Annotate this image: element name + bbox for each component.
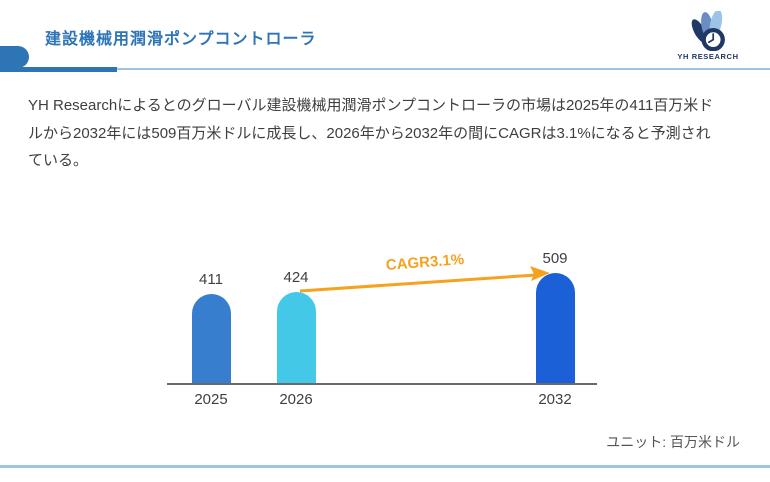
cagr-arrow-line <box>299 273 537 293</box>
bar-value-label: 411 <box>199 271 223 288</box>
header-accent-bar <box>0 67 117 72</box>
market-summary-paragraph: YH Researchによるとのグローバル建設機械用潤滑ポンプコントローラの市場… <box>28 92 758 175</box>
bar-2032 <box>535 273 575 384</box>
summary-line: YH Researchによるとのグローバル建設機械用潤滑ポンプコントローラの市場… <box>28 97 714 114</box>
axis-label-2026: 2026 <box>279 391 313 408</box>
header-accent-pill <box>0 46 29 68</box>
summary-line: ている。 <box>28 152 89 169</box>
cagr-arrow-head <box>530 266 550 281</box>
unit-label: ユニット: 百万米ドル <box>606 434 740 450</box>
bar-2026 <box>276 292 316 384</box>
bar-value-label: 424 <box>283 269 309 286</box>
axis-label-2025: 2025 <box>194 391 228 408</box>
logo-wordmark: YH RESEARCH <box>677 52 739 61</box>
bar-2025 <box>191 294 231 384</box>
cagr-growth-arrow-icon <box>299 266 550 293</box>
yh-research-logo: YH RESEARCH <box>665 11 751 61</box>
logo-flower-clock-icon <box>691 11 725 51</box>
chart-baseline <box>167 383 597 385</box>
axis-label-2032: 2032 <box>538 391 572 408</box>
page-title: 建設機械用潤滑ポンプコントローラ <box>45 31 317 48</box>
bar-value-label: 509 <box>542 250 568 267</box>
summary-line: ルから2032年には509百万米ドルに成長し、2026年から2032年の間にCA… <box>28 124 711 142</box>
footer-divider-line <box>0 465 770 468</box>
header-divider-line <box>110 68 770 70</box>
